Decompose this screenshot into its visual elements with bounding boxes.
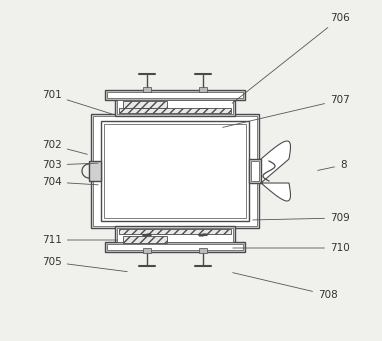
Text: 702: 702 bbox=[42, 140, 87, 154]
Bar bbox=[123, 236, 167, 243]
Bar bbox=[107, 244, 243, 250]
Bar bbox=[91, 114, 259, 228]
Bar bbox=[199, 87, 207, 92]
Bar bbox=[93, 116, 257, 226]
Text: 709: 709 bbox=[253, 213, 350, 223]
Bar bbox=[117, 228, 233, 242]
Text: 8: 8 bbox=[318, 160, 346, 170]
Text: 706: 706 bbox=[232, 13, 350, 103]
Bar bbox=[249, 159, 261, 183]
Polygon shape bbox=[261, 141, 290, 201]
Bar bbox=[115, 98, 235, 116]
Bar bbox=[119, 229, 231, 234]
Bar bbox=[143, 248, 151, 253]
Bar bbox=[117, 100, 233, 114]
Text: 708: 708 bbox=[233, 273, 338, 300]
Text: 704: 704 bbox=[42, 177, 98, 187]
Bar bbox=[105, 90, 245, 100]
Text: 703: 703 bbox=[42, 160, 98, 170]
Bar bbox=[143, 87, 151, 92]
Bar bbox=[115, 226, 235, 244]
Bar bbox=[251, 161, 259, 181]
Bar bbox=[101, 121, 249, 221]
Bar bbox=[107, 92, 243, 98]
Text: 711: 711 bbox=[42, 235, 117, 245]
Bar bbox=[105, 242, 245, 252]
Text: 707: 707 bbox=[223, 95, 350, 128]
Bar bbox=[123, 101, 167, 108]
Bar bbox=[104, 124, 246, 218]
Text: 710: 710 bbox=[233, 243, 350, 253]
Bar bbox=[199, 248, 207, 253]
Text: 701: 701 bbox=[42, 90, 112, 114]
Text: 705: 705 bbox=[42, 257, 127, 272]
Bar bbox=[89, 161, 101, 181]
Bar bbox=[119, 108, 231, 113]
